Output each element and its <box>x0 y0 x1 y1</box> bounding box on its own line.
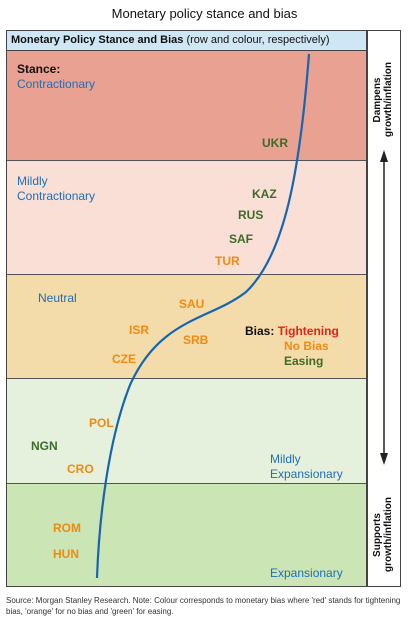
bias-legend: Bias: Tightening No Bias Easing <box>245 324 339 369</box>
header-subtitle: (row and colour, respectively) <box>183 34 330 46</box>
stance-mildly-expansionary-line2: Expansionary <box>270 467 343 481</box>
stance-expansionary: Expansionary <box>270 566 343 580</box>
header-bar: Monetary Policy Stance and Bias (row and… <box>7 31 366 51</box>
header-title: Monetary Policy Stance and Bias <box>11 34 184 46</box>
source-note: Source: Morgan Stanley Research. Note: C… <box>6 596 401 616</box>
country-cro: CRO <box>67 462 94 476</box>
country-srb: SRB <box>183 333 209 347</box>
country-saf: SAF <box>229 232 253 246</box>
country-tur: TUR <box>215 254 240 268</box>
diagram-frame <box>6 30 367 587</box>
country-rus: RUS <box>238 208 264 222</box>
country-pol: POL <box>89 416 114 430</box>
country-rom: ROM <box>53 521 81 535</box>
stance-label-contractionary: Stance: Contractionary <box>17 62 95 92</box>
bias-tightening: Tightening <box>277 324 339 338</box>
country-hun: HUN <box>53 547 79 561</box>
side-label-dampens-line2: growth/inflation <box>383 62 394 137</box>
stance-mildly-contractionary-line1: Mildly <box>17 174 48 188</box>
country-cze: CZE <box>112 352 136 366</box>
stance-label-mildly-expansionary: Mildly Expansionary <box>270 452 343 482</box>
stance-label-mildly-contractionary: Mildly Contractionary <box>17 174 95 204</box>
bias-no-bias: No Bias <box>284 339 329 353</box>
country-isr: ISR <box>129 323 150 337</box>
country-ukr: UKR <box>262 136 288 150</box>
side-label-dampens-line1: Dampens <box>372 77 383 123</box>
side-label-dampens: Dampens growth/inflation <box>372 62 396 137</box>
country-sau: SAU <box>179 297 205 311</box>
stance-mildly-expansionary-line1: Mildly <box>270 452 301 466</box>
page-title: Monetary policy stance and bias <box>111 6 298 21</box>
stance-label-expansionary: Expansionary <box>270 566 343 581</box>
side-label-supports-line1: Supports <box>372 513 383 557</box>
stance-label-neutral: Neutral <box>38 291 77 306</box>
side-panel <box>367 30 401 587</box>
bias-easing: Easing <box>284 354 324 368</box>
stance-prefix: Stance: <box>17 62 61 76</box>
side-label-supports-line2: growth/inflation <box>383 497 394 572</box>
country-ngn: NGN <box>31 439 58 453</box>
stance-mildly-contractionary-line2: Contractionary <box>17 189 96 203</box>
bias-legend-prefix: Bias: <box>245 324 275 338</box>
stance-neutral: Neutral <box>38 291 77 305</box>
country-kaz: KAZ <box>252 187 277 201</box>
side-label-supports: Supports growth/inflation <box>372 497 396 572</box>
stance-contractionary: Contractionary <box>17 77 96 91</box>
double-arrow-icon <box>380 150 388 465</box>
